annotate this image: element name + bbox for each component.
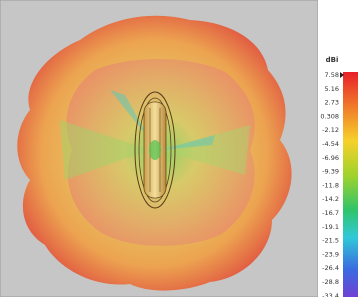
- colorbar: dBi 7.58 5.16 2.73 0.308 -2.12 -4.54 -6.96 -9.3…: [318, 0, 364, 297]
- colorbar-label: -4.54: [322, 140, 339, 148]
- colorbar-label: -19.1: [322, 223, 339, 231]
- colorbar-label: -26.4: [322, 264, 339, 272]
- colorbar-label: -23.9: [322, 250, 339, 258]
- colorbar-label: -21.5: [322, 237, 339, 245]
- colorbar-label: -16.7: [322, 209, 339, 217]
- colorbar-label: -33.4: [322, 292, 339, 297]
- colorbar-gradient: [343, 72, 358, 297]
- colorbar-label: 0.308: [320, 112, 339, 120]
- colorbar-label: -11.8: [322, 181, 339, 189]
- colorbar-label: -2.12: [322, 126, 339, 134]
- screen: {"colorbar": {"unit": "dBi", "labels": […: [0, 0, 364, 297]
- feed: [149, 140, 161, 160]
- colorbar-label: 5.16: [325, 85, 339, 93]
- colorbar-label: 7.58: [325, 71, 339, 79]
- colorbar-unit: dBi: [326, 56, 339, 64]
- 3d-view[interactable]: [0, 0, 318, 297]
- colorbar-label: -6.96: [322, 154, 339, 162]
- colorbar-label: -14.2: [322, 195, 339, 203]
- colorbar-label: -9.39: [322, 168, 339, 176]
- colorbar-label: 2.73: [325, 99, 339, 107]
- colorbar-label: -28.8: [322, 278, 339, 286]
